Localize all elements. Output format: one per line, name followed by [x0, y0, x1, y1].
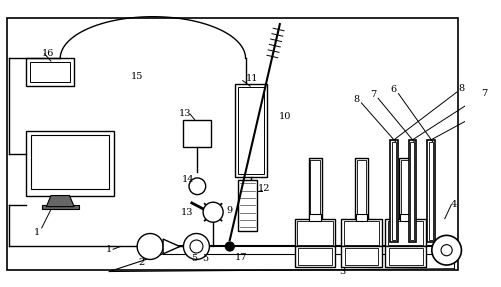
Bar [391, 142, 395, 240]
Circle shape [189, 240, 202, 253]
Bar [385, 247, 425, 267]
Text: 1: 1 [34, 228, 40, 237]
Bar [399, 158, 411, 219]
Bar [30, 62, 70, 82]
Circle shape [183, 234, 209, 259]
Bar [26, 131, 114, 195]
Bar [340, 247, 381, 267]
Text: 7: 7 [480, 89, 487, 98]
Text: 15: 15 [131, 72, 143, 82]
Bar [388, 248, 422, 265]
Text: 11: 11 [245, 74, 258, 83]
Bar [400, 160, 410, 217]
Bar [410, 142, 413, 240]
Text: 2: 2 [138, 258, 145, 267]
Text: 5: 5 [191, 254, 197, 263]
Text: 8: 8 [458, 84, 464, 94]
Bar [356, 160, 365, 217]
Circle shape [440, 245, 451, 256]
Bar [385, 219, 425, 247]
Bar [297, 220, 332, 245]
Circle shape [225, 242, 234, 251]
Bar [426, 140, 434, 242]
Bar [387, 220, 423, 245]
Text: 16: 16 [42, 49, 54, 58]
Text: 12: 12 [258, 184, 270, 193]
Polygon shape [163, 239, 179, 254]
Circle shape [203, 202, 222, 222]
Bar [355, 214, 366, 222]
Bar [237, 180, 256, 231]
Bar [340, 219, 381, 247]
Bar [298, 248, 331, 265]
Bar [399, 214, 411, 222]
Circle shape [189, 178, 205, 195]
Bar [235, 84, 267, 177]
Text: 14: 14 [181, 175, 194, 184]
Bar [354, 158, 367, 219]
Text: 13: 13 [179, 109, 191, 119]
Text: 17: 17 [234, 253, 246, 262]
Bar [428, 142, 432, 240]
Bar [308, 158, 321, 219]
Bar [408, 140, 415, 242]
Text: 5: 5 [202, 254, 208, 263]
Polygon shape [46, 195, 74, 207]
Text: 10: 10 [279, 112, 291, 121]
Text: 4: 4 [450, 200, 456, 209]
Bar [294, 247, 335, 267]
Bar [31, 135, 109, 189]
Bar [389, 140, 397, 242]
Text: 8: 8 [353, 95, 359, 104]
Bar [310, 160, 319, 217]
Bar [26, 58, 74, 86]
Text: 9: 9 [226, 206, 232, 215]
Circle shape [137, 234, 163, 259]
Bar [343, 220, 378, 245]
Text: 6: 6 [390, 86, 396, 94]
Bar [183, 120, 211, 147]
Text: 1: 1 [106, 245, 112, 254]
Text: 7: 7 [370, 90, 376, 99]
Bar [294, 219, 335, 247]
Bar [237, 87, 264, 174]
Bar [309, 214, 320, 222]
Text: 3: 3 [339, 267, 345, 276]
Bar [42, 205, 79, 210]
Bar [344, 248, 377, 265]
Text: 13: 13 [180, 208, 193, 217]
Circle shape [431, 235, 460, 265]
